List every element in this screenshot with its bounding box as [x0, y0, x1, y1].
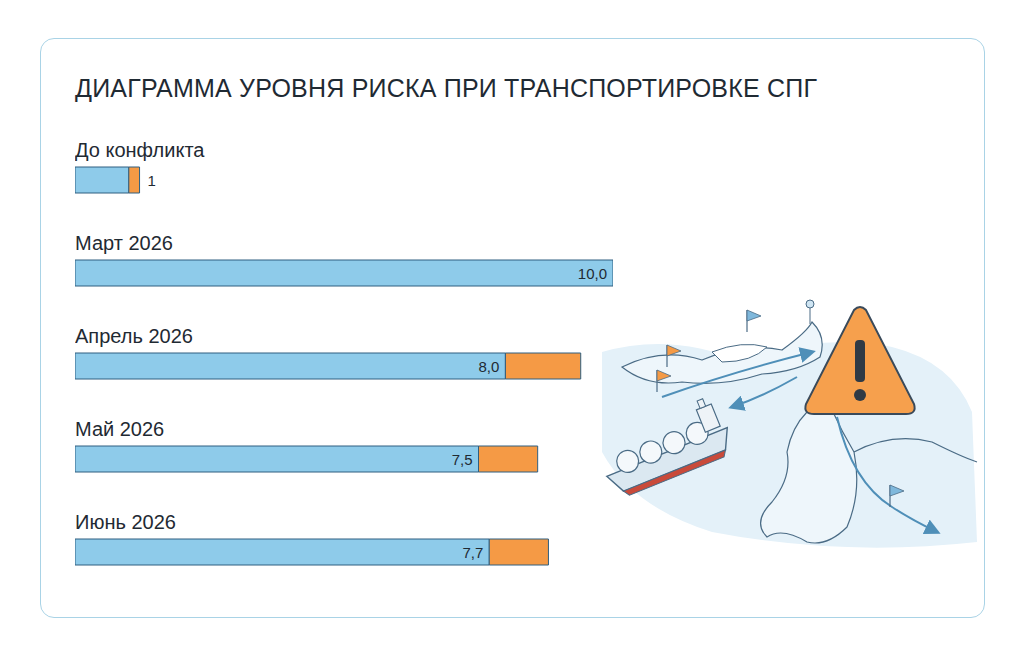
svg-text:7,5: 7,5	[452, 451, 473, 468]
svg-text:Май 2026: Май 2026	[75, 418, 164, 440]
svg-text:1: 1	[148, 172, 156, 189]
svg-text:10,0: 10,0	[578, 265, 607, 282]
svg-text:До конфликта: До конфликта	[75, 139, 205, 161]
svg-text:Апрель 2026: Апрель 2026	[75, 325, 193, 347]
svg-text:7,7: 7,7	[462, 544, 483, 561]
html-text:ДИАГРАММА УРОВНЯ РИСКА ПРИ ТРА: ДИАГРАММА УРОВНЯ РИСКА ПРИ ТРАНСПОРТИРОВ…	[75, 74, 818, 102]
svg-text:Июнь 2026: Июнь 2026	[75, 511, 176, 533]
svg-text:Март 2026: Март 2026	[75, 232, 173, 254]
svg-text:8,0: 8,0	[479, 358, 500, 375]
